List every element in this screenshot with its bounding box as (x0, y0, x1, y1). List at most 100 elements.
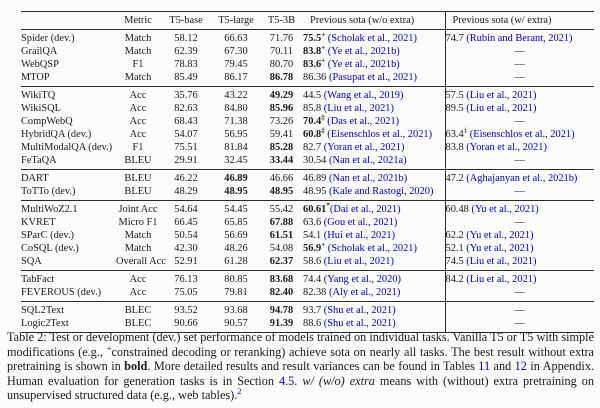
table-row: WikiTQ Acc 35.76 43.22 49.29 44.5 (Wang et al… (21, 86, 594, 103)
sota-value: 83.8 (303, 46, 322, 57)
citation-link[interactable]: (Liu et al., 2021) (466, 103, 537, 114)
sota-cell: — (444, 58, 594, 71)
sota-cell: 83.8+ (Ye et al., 2021b) (303, 44, 445, 58)
citation-link[interactable]: (Das et al., 2021) (327, 116, 400, 127)
citation-link[interactable]: (Yoran et al., 2021) (466, 142, 547, 153)
citation-link[interactable]: (Yu et al., 2021) (466, 243, 534, 254)
citation-link[interactable]: (Liu et al., 2021) (466, 256, 537, 267)
sota-cell: 44.5 (Wang et al., 2019) (303, 87, 445, 103)
caption-superscript: + (106, 342, 112, 353)
citation-link[interactable]: (Aly et al., 2021) (329, 287, 401, 298)
task-name: DART (21, 173, 49, 184)
citation-link[interactable]: (Eisenschlos et al., 2021) (327, 129, 433, 140)
citation-link[interactable]: (Wang et al., 2019) (323, 90, 404, 101)
model-score: 61.28 (224, 256, 248, 267)
model-score: 90.57 (224, 318, 248, 329)
citation-link[interactable]: (Yu et al., 2021) (471, 204, 539, 215)
sota-marker: ‡ (463, 126, 468, 135)
model-score: 85.96 (269, 103, 294, 114)
citation-link[interactable]: (Gou et al., 2021) (323, 217, 398, 228)
model-score: 86.78 (269, 72, 294, 83)
task-name: MultiWoZ2.1 (21, 204, 78, 215)
table-row: Spider (dev.) Match 58.12 66.63 71.76 75.5+ (… (21, 29, 594, 45)
citation-link[interactable]: (Liu et al., 2021) (323, 103, 394, 114)
caption-text: . More detailed results and result varia… (147, 359, 479, 374)
table-row: WebQSP F1 78.83 79.45 80.70 83.6+ (Ye et al.,… (21, 57, 594, 71)
model-score: 54.08 (269, 243, 294, 254)
model-score: 75.51 (174, 142, 198, 153)
metric-name: BLEC (124, 318, 152, 329)
ref-link[interactable]: 12 (514, 359, 527, 374)
table-group: MultiWoZ2.1 Joint Acc 54.64 54.45 55.42 60.61… (21, 200, 594, 271)
model-score: 48.95 (269, 186, 294, 197)
citation-link[interactable]: (Hui et al., 2021) (323, 230, 396, 241)
model-score: 35.76 (174, 90, 198, 101)
model-score: 66.63 (224, 33, 248, 44)
sota-cell: 57.5 (Liu et al., 2021) (444, 86, 594, 102)
sota-value: 93.7 (303, 305, 322, 316)
model-score: 29.91 (174, 155, 198, 166)
citation-link[interactable]: (Ye et al., 2021b) (327, 59, 400, 70)
citation-link[interactable]: (Yang et al., 2020) (323, 274, 401, 285)
sota-cell: 30.54 (Nan et al., 2021a) (303, 154, 445, 170)
table-group: SQL2Text BLEC 93.52 93.68 94.78 93.7 (Shu et … (21, 301, 594, 333)
metric-name: Acc (129, 116, 147, 127)
model-score: 90.66 (174, 318, 198, 329)
table-row: CoSQL (dev.) Match 42.30 48.26 54.08 56.9+ (S… (21, 241, 594, 255)
sota-cell: — (444, 45, 594, 58)
citation-link[interactable]: (Eisenschlos et al., 2021) (469, 129, 575, 140)
model-score: 54.45 (224, 204, 248, 215)
table-row: WikiSQL Acc 82.63 84.80 85.96 85.8 (Liu et al… (21, 102, 594, 115)
citation-link[interactable]: (Yu et al., 2021) (466, 230, 534, 241)
citation-link[interactable]: (Scholak et al., 2021) (327, 33, 417, 44)
model-score: 54.07 (174, 129, 198, 140)
citation-link[interactable]: (Pasupat et al., 2021) (329, 72, 418, 83)
citation-link[interactable]: (Rubin and Berant, 2021) (466, 33, 573, 44)
sota-value: 57.5 (445, 90, 464, 101)
sota-value: 30.54 (303, 155, 327, 166)
citation-link[interactable]: (Liu et al., 2021) (323, 256, 394, 267)
citation-link[interactable]: (Liu et al., 2021) (466, 274, 537, 285)
model-score: 84.80 (224, 103, 248, 114)
citation-link[interactable]: (Ye et al., 2021b) (327, 46, 400, 57)
sota-value: 88.6 (303, 318, 322, 329)
citation-link[interactable]: (Nan et al., 2021a) (329, 155, 407, 166)
model-score: 48.95 (224, 186, 248, 197)
table-row: MTOP Match 85.49 86.17 86.78 86.36 (Pasupat e… (21, 71, 594, 87)
model-score: 58.12 (174, 33, 198, 44)
caption-text: and (490, 359, 515, 374)
citation-link[interactable]: (Shu et al., 2021) (323, 305, 396, 316)
sota-value: 82.38 (303, 287, 327, 298)
task-name: SQL2Text (21, 305, 65, 316)
citation-link[interactable]: (Scholak et al., 2021) (327, 243, 417, 254)
task-name: HybridQA (dev.) (21, 129, 92, 140)
citation-link[interactable]: (Kale and Rastogi, 2020) (329, 186, 434, 197)
sota-cell: 74.5 (Liu et al., 2021) (444, 255, 594, 271)
citation-link[interactable]: (Aghajanyan et al., 2021b) (466, 173, 578, 184)
model-score: 85.49 (174, 72, 198, 83)
sota-value: 63.6 (303, 217, 322, 228)
table-row: CompWebQ Acc 68.43 71.38 73.26 70.4‡ (Das et … (21, 114, 594, 128)
header-row: Metric T5-base T5-large T5-3B Previous s… (21, 11, 594, 30)
citation-link[interactable]: (Liu et al., 2021) (466, 90, 537, 101)
header-t5-large: T5-large (212, 11, 260, 30)
caption-text: Table 2: Test or development (dev.) set … (7, 330, 594, 359)
model-score: 85.28 (269, 142, 294, 153)
footnote-link[interactable]: 2 (237, 386, 242, 397)
table-row: TabFact Acc 76.13 80.85 83.68 74.4 (Yang et a… (21, 270, 594, 287)
metric-name: BLEU (124, 155, 152, 166)
table-group: TabFact Acc 76.13 80.85 83.68 74.4 (Yang et a… (21, 270, 594, 302)
citation-link[interactable]: (Dai et al., 2021) (329, 204, 401, 215)
ref-link[interactable]: 11 (478, 359, 491, 374)
ref-link[interactable]: 4.5 (278, 373, 295, 388)
citation-link[interactable]: (Yoran et al., 2021) (323, 142, 405, 153)
sota-cell: 54.1 (Hui et al., 2021) (303, 229, 445, 242)
table-row: DART BLEU 46.22 46.89 46.66 46.89 (Nan et al.… (21, 169, 594, 185)
model-score: 82.63 (174, 103, 198, 114)
sota-cell: 74.4 (Yang et al., 2020) (303, 271, 445, 287)
model-score: 93.68 (224, 305, 248, 316)
citation-link[interactable]: (Shu et al., 2021) (323, 318, 396, 329)
citation-link[interactable]: (Nan et al., 2021b) (329, 173, 408, 184)
header-task (21, 11, 116, 30)
sota-cell: 56.9+ (Scholak et al., 2021) (303, 241, 445, 255)
